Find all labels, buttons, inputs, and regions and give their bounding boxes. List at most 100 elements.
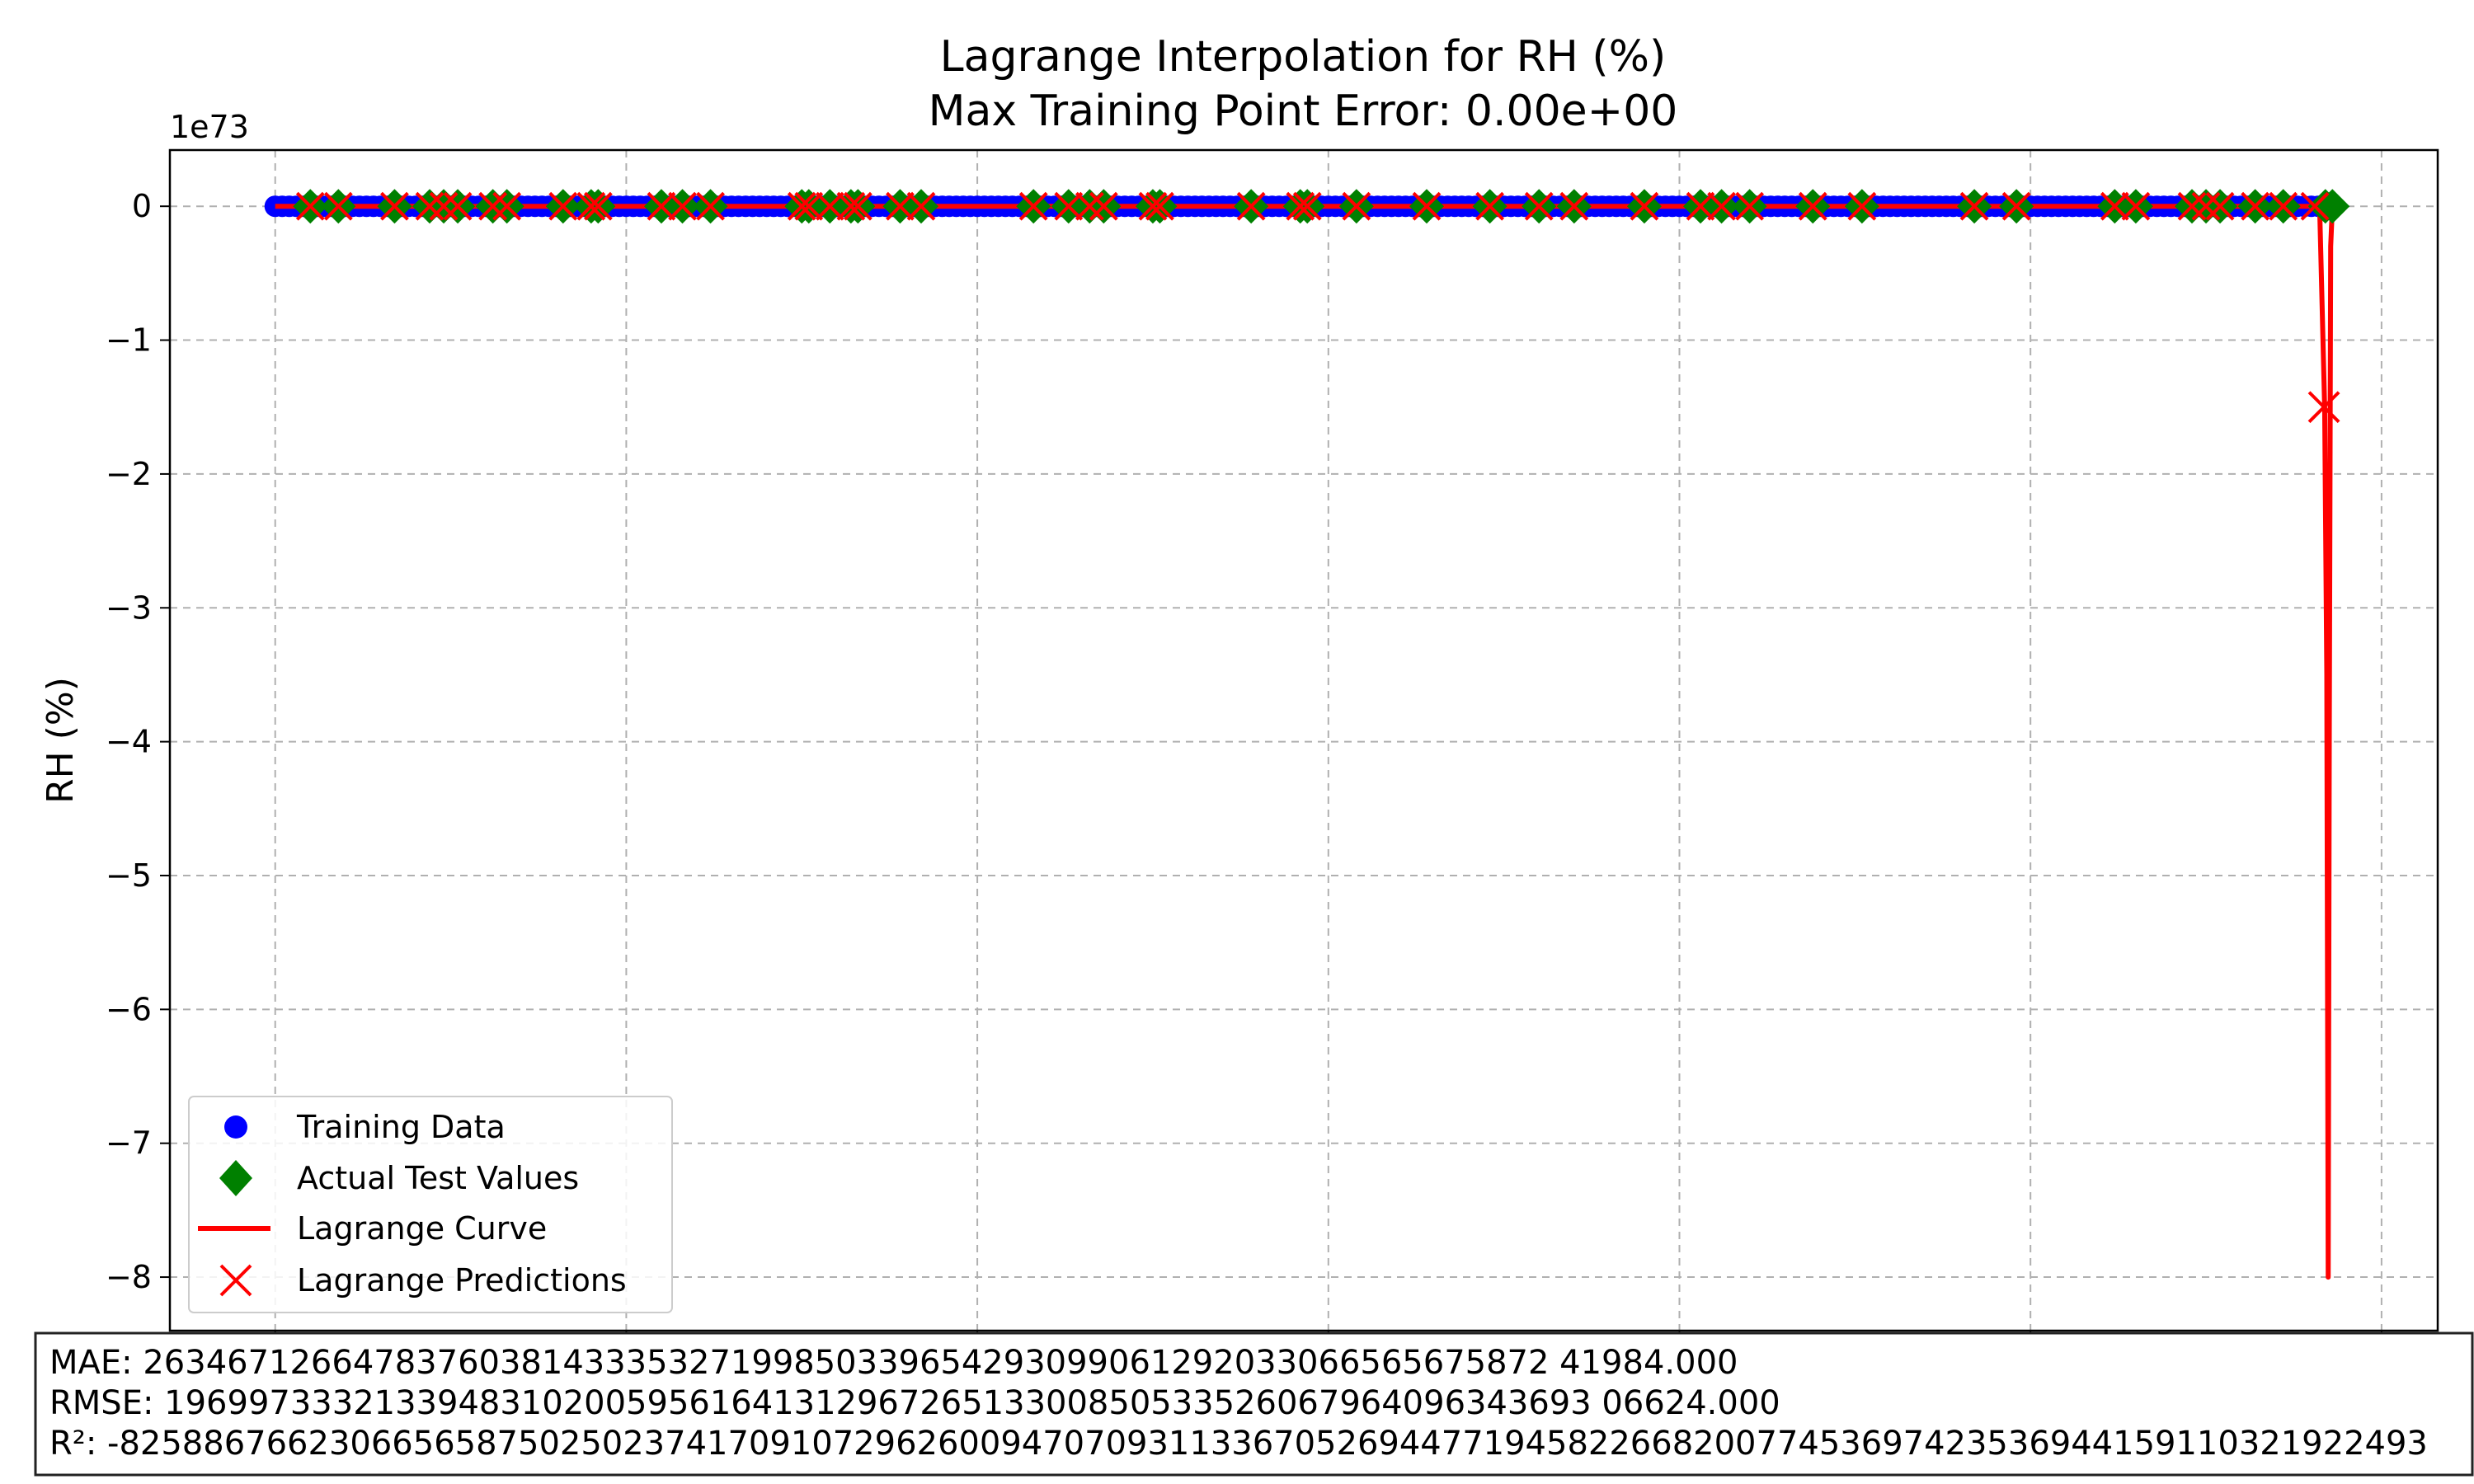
prediction-point [1292,191,1322,221]
legend-label-curve: Lagrange Curve [297,1210,547,1247]
y-tick-label: 0 [132,188,152,224]
prediction-stroke [1138,191,1168,221]
legend-marker-test [219,1160,252,1196]
prediction-stroke [323,191,353,221]
prediction-stroke [1686,191,1715,221]
y-axis-label: RH (%) [40,677,82,804]
plot-frame [168,148,2439,1332]
prediction-point [1798,191,1827,221]
chart-title-line2: Max Training Point Error: 0.00e+00 [929,87,1678,136]
prediction-stroke [2191,191,2221,221]
prediction-stroke [836,191,866,221]
prediction-stroke [478,191,508,221]
prediction-point [1089,191,1118,221]
prediction-stroke [1342,191,1371,221]
lagrange-predictions-series [295,191,2340,424]
prediction-stroke [2001,191,2031,221]
metric-mae: MAE: 26346712664783760381433353271998503… [49,1344,1738,1382]
prediction-point [2001,191,2031,221]
metrics-box-frame [34,1331,2474,1477]
prediction-stroke [295,191,325,221]
prediction-point [295,191,325,221]
prediction-point [1138,191,1168,221]
prediction-point [1075,191,1104,221]
prediction-stroke [1959,191,1989,221]
prediction-stroke [668,191,697,221]
prediction-point [1630,191,1659,221]
prediction-stroke [1524,191,1554,221]
prediction-point [696,191,725,221]
prediction-stroke [815,191,844,221]
prediction-point [1559,191,1589,221]
prediction-point [415,191,444,221]
prediction-stroke [415,191,444,221]
prediction-stroke [696,191,725,221]
prediction-point [492,191,522,221]
legend-box [188,1096,673,1313]
prediction-stroke [1707,191,1736,221]
y-tick-label: −8 [106,1259,152,1295]
prediction-point [836,191,866,221]
prediction-point [443,191,473,221]
prediction-stroke [380,191,409,221]
prediction-point [2205,191,2235,221]
prediction-point [576,191,606,221]
prediction-stroke [906,191,936,221]
y-tick-label: −1 [106,322,152,359]
prediction-point [1054,191,1084,221]
metric-rmse: RMSE: 1969973332133948310200595616413129… [49,1384,1780,1422]
legend-marker-training [224,1115,247,1139]
y-tick-label: −6 [106,991,152,1027]
prediction-stroke [1798,191,1827,221]
prediction-stroke [1475,191,1505,221]
prediction-point [1707,191,1736,221]
prediction-point [815,191,844,221]
prediction-point [647,191,676,221]
prediction-point [478,191,508,221]
prediction-stroke [886,191,915,221]
prediction-outlier-point [2307,391,2340,424]
prediction-stroke [2241,191,2270,221]
prediction-stroke [2205,191,2235,221]
prediction-stroke [1735,191,1765,221]
prediction-stroke [576,191,606,221]
prediction-point [2191,191,2221,221]
metric-r2: R²: -82588676623066565875025023741709107… [49,1425,2428,1463]
legend-label-predictions: Lagrange Predictions [297,1262,627,1298]
prediction-point [429,191,459,221]
prediction-point [323,191,353,221]
prediction-stroke [548,191,578,221]
prediction-stroke [1236,191,1266,221]
prediction-point [1735,191,1765,221]
y-tick-label: −2 [106,456,152,492]
prediction-stroke [1145,191,1174,221]
prediction-stroke [2100,191,2129,221]
prediction-point [1959,191,1989,221]
prediction-point [2300,191,2330,221]
prediction-stroke [2300,191,2330,221]
prediction-stroke [1412,191,1442,221]
prediction-stroke [1286,191,1315,221]
prediction-point [380,191,409,221]
prediction-point [1145,191,1174,221]
y-tick-label: −3 [106,589,152,626]
prediction-stroke [1559,191,1589,221]
prediction-stroke [794,191,824,221]
prediction-stroke [647,191,676,221]
prediction-point [787,191,816,221]
prediction-point [548,191,578,221]
prediction-point [886,191,915,221]
prediction-point [2269,191,2298,221]
y-tick-label: −7 [106,1125,152,1162]
prediction-point [1686,191,1715,221]
y-tick-label: −4 [106,724,152,760]
prediction-stroke [1075,191,1104,221]
prediction-point [668,191,697,221]
prediction-point [1475,191,1505,221]
metrics-box: MAE: 26346712664783760381433353271998503… [34,1331,2474,1477]
y-offset-label: 1e73 [170,109,249,145]
prediction-stroke [1292,191,1322,221]
prediction-point [2121,191,2151,221]
prediction-point [906,191,936,221]
